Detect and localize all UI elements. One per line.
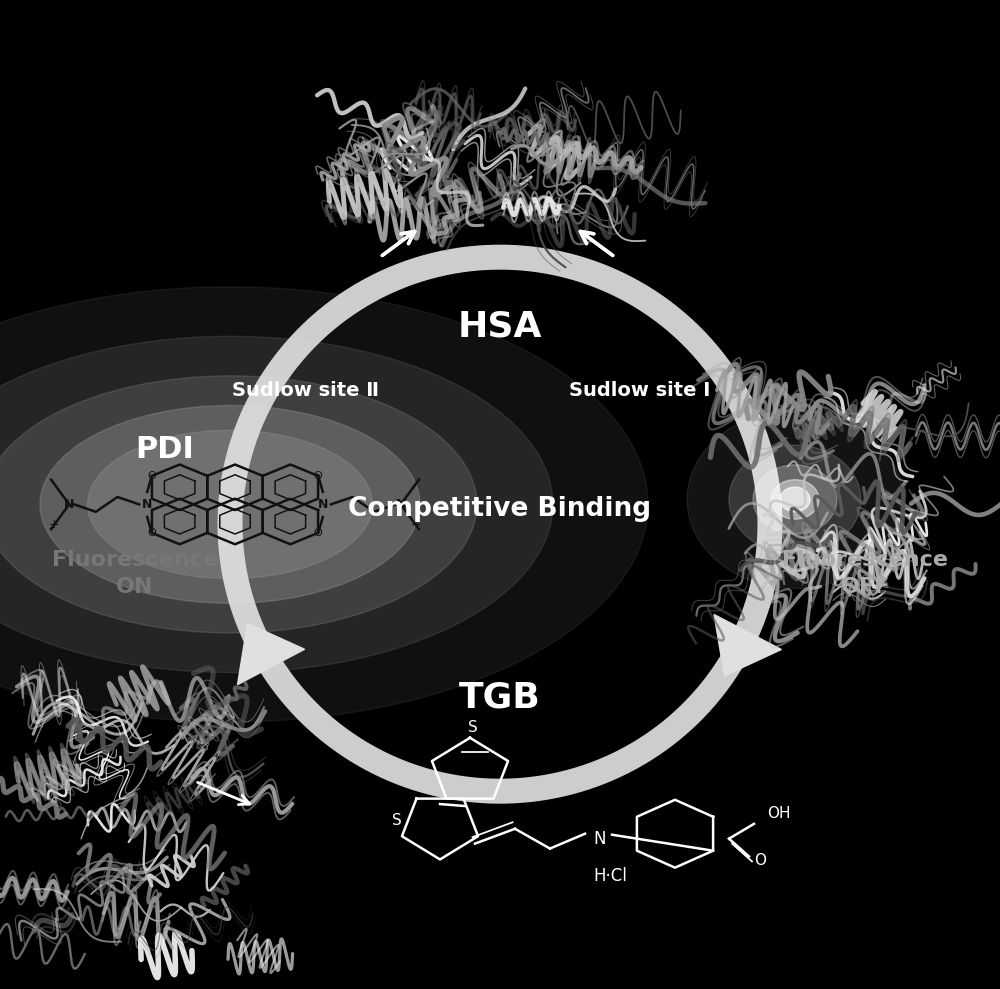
Ellipse shape (87, 430, 372, 579)
Text: TGB: TGB (459, 680, 541, 714)
Text: O: O (313, 471, 322, 481)
Polygon shape (714, 614, 781, 675)
Ellipse shape (0, 287, 648, 722)
Ellipse shape (40, 405, 420, 603)
Text: Sudlow site Ⅰ: Sudlow site Ⅰ (569, 381, 711, 401)
Text: Fluorescence
OFF: Fluorescence OFF (782, 551, 948, 596)
Text: HSA: HSA (458, 310, 542, 343)
Ellipse shape (687, 410, 903, 588)
Text: Competitive Binding: Competitive Binding (348, 496, 652, 522)
Text: O: O (148, 471, 157, 481)
Ellipse shape (771, 480, 819, 519)
Text: N: N (64, 497, 74, 511)
Text: O: O (313, 528, 322, 538)
Text: N: N (142, 497, 152, 511)
Text: N: N (318, 497, 328, 511)
Text: H·Cl: H·Cl (593, 867, 627, 885)
Text: S: S (468, 720, 478, 736)
Text: O: O (754, 853, 766, 868)
Text: O: O (148, 528, 157, 538)
Text: PDI: PDI (136, 435, 194, 465)
Text: Fluorescence
ON: Fluorescence ON (52, 551, 218, 596)
Ellipse shape (0, 336, 553, 673)
Ellipse shape (753, 465, 837, 534)
Text: OH: OH (767, 806, 790, 822)
Ellipse shape (780, 488, 810, 512)
Polygon shape (238, 623, 305, 684)
Text: S: S (392, 813, 402, 829)
Ellipse shape (729, 445, 861, 554)
Text: +: + (411, 517, 421, 531)
Text: N: N (396, 497, 406, 511)
Ellipse shape (0, 376, 477, 633)
Text: Sudlow site Ⅱ: Sudlow site Ⅱ (232, 381, 378, 401)
Text: N: N (594, 830, 606, 848)
Text: +: + (49, 517, 59, 531)
